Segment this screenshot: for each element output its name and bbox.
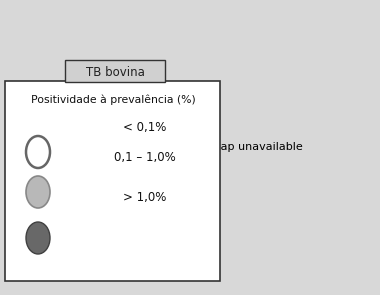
Ellipse shape	[26, 176, 50, 208]
Text: 0,1 – 1,0%: 0,1 – 1,0%	[114, 150, 176, 163]
Text: < 0,1%: < 0,1%	[124, 120, 167, 134]
Ellipse shape	[26, 222, 50, 254]
Text: Positividade à prevalência (%): Positividade à prevalência (%)	[31, 95, 195, 105]
Text: > 1,0%: > 1,0%	[124, 191, 167, 204]
FancyBboxPatch shape	[5, 81, 220, 281]
Text: TB bovina: TB bovina	[86, 66, 144, 79]
Ellipse shape	[26, 136, 50, 168]
FancyBboxPatch shape	[65, 60, 165, 82]
Text: Map unavailable: Map unavailable	[211, 142, 302, 153]
